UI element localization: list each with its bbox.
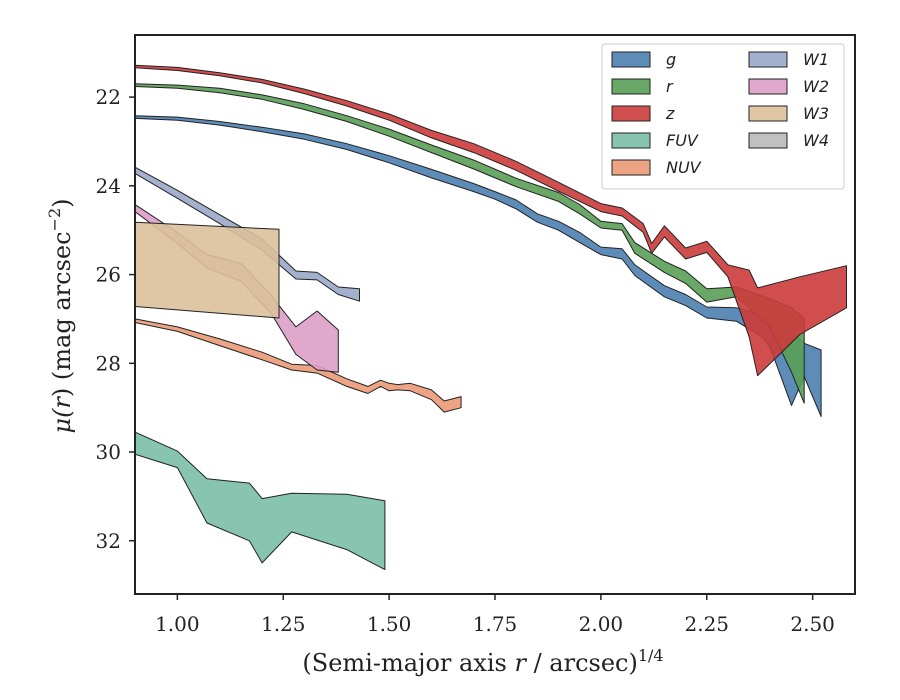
series-layer — [135, 64, 847, 571]
legend-label-w3: W3 — [803, 104, 829, 123]
legend-label-r: r — [666, 77, 674, 96]
legend-swatch-g — [611, 51, 651, 68]
legend-label-w4: W4 — [803, 131, 829, 150]
x-tick-label: 2.00 — [579, 612, 624, 636]
x-tick-label: 2.25 — [684, 612, 729, 636]
legend-label-g: g — [666, 50, 676, 69]
x-tick-label: 1.00 — [155, 612, 200, 636]
ticks-layer: 1.00 1.25 1.50 1.75 2.00 2.25 2.50 22 24 26 28 30 32 — [96, 85, 835, 636]
x-tick-label: 1.50 — [367, 612, 412, 636]
legend-swatch-fuv — [611, 132, 651, 149]
legend-swatch-r — [611, 78, 651, 95]
legend-swatch-w3 — [748, 105, 788, 122]
legend: grz FUV NUV W1 W2 W3 W4 — [601, 43, 845, 190]
y-tick-label: 30 — [96, 440, 121, 464]
y-tick-label: 28 — [96, 351, 121, 375]
x-axis-label: (Semi-major axis r / arcsec)1/4 — [302, 646, 663, 677]
legend-swatch-nuv — [611, 159, 651, 176]
y-tick-label: 32 — [96, 529, 121, 553]
x-tick-label: 1.25 — [261, 612, 306, 636]
y-tick-label: 22 — [96, 85, 121, 109]
legend-label-w2: W2 — [803, 77, 829, 96]
legend-label-w1: W1 — [803, 50, 829, 69]
series-band-r — [135, 83, 805, 404]
x-tick-label: 1.75 — [473, 612, 518, 636]
x-tick-label: 2.50 — [790, 612, 835, 636]
series-band-g — [135, 115, 822, 417]
legend-swatch-w1 — [748, 51, 788, 68]
legend-label-z: z — [665, 104, 675, 123]
y-tick-label: 24 — [96, 174, 121, 198]
y-tick-label: 26 — [96, 263, 121, 287]
legend-swatch-w4 — [748, 132, 788, 149]
legend-swatch-z — [611, 105, 651, 122]
legend-swatch-w2 — [748, 78, 788, 95]
legend-label-fuv: FUV — [666, 131, 699, 150]
series-band-z — [135, 64, 847, 377]
legend-label-nuv: NUV — [666, 158, 702, 177]
series-band-w3 — [135, 221, 280, 319]
y-axis-label: μ(r) (mag arcsec−2) — [45, 198, 76, 433]
series-band-fuv — [135, 431, 386, 571]
